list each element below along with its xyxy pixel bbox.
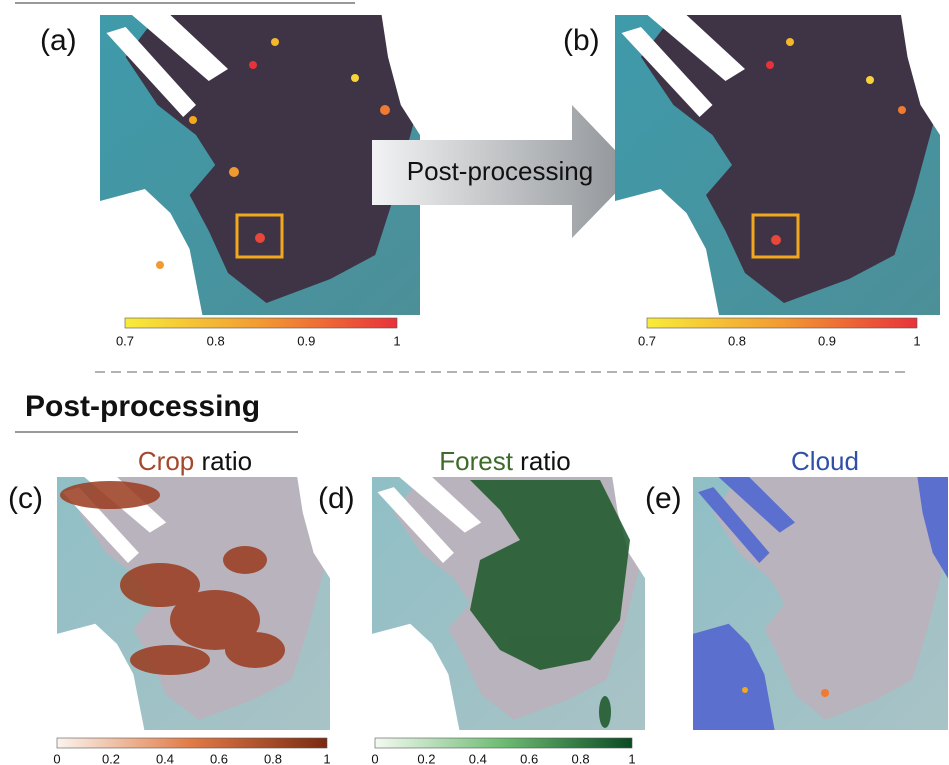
colorbar-tick-label: 1 xyxy=(628,751,635,765)
panel-title: Cloud xyxy=(791,446,859,476)
colorbar-tick-label: 0.6 xyxy=(520,751,538,765)
figure: (a) 0.7 0.8 0.9 1 Post-processing (b) 0.7 0.… xyxy=(0,0,949,765)
title-highlight: Crop xyxy=(138,446,194,476)
title-highlight: Forest xyxy=(439,446,513,476)
colorbar-tick-label: 0.8 xyxy=(728,333,746,348)
colorbar-tick-label: 0.8 xyxy=(207,333,225,348)
colorbar-tick-label: 0.4 xyxy=(469,751,487,765)
panel-label: (e) xyxy=(645,482,682,515)
colorbar-tick-label: 0 xyxy=(371,751,378,765)
colorbar-tick-label: 0 xyxy=(53,751,60,765)
panel-label: (d) xyxy=(318,482,355,515)
colorbar xyxy=(57,738,327,748)
colorbar-tick-label: 1 xyxy=(323,751,330,765)
colorbar-tick-label: 0.8 xyxy=(264,751,282,765)
ratio-map xyxy=(372,477,645,730)
colorbar-tick-label: 0.6 xyxy=(210,751,228,765)
section-title: Post-processing xyxy=(25,390,260,423)
colorbar-tick-label: 0.4 xyxy=(156,751,174,765)
colorbar-tick-label: 0.8 xyxy=(572,751,590,765)
colorbar-tick-label: 1 xyxy=(913,333,920,348)
title-rest: ratio xyxy=(202,446,253,476)
panel-label: (a) xyxy=(40,24,77,57)
arrow-label: Post-processing xyxy=(407,156,593,186)
panel-label: (b) xyxy=(563,24,600,57)
panel-title: Forest ratio xyxy=(439,446,571,476)
colorbar xyxy=(125,318,397,328)
colorbar-tick-label: 0.9 xyxy=(818,333,836,348)
satellite-image xyxy=(615,15,940,315)
ratio-map xyxy=(57,477,330,730)
colorbar-tick-label: 0.9 xyxy=(297,333,315,348)
colorbar xyxy=(375,738,632,748)
panel-title: Crop ratio xyxy=(138,446,252,476)
colorbar-tick-label: 0.7 xyxy=(116,333,134,348)
cloud-map xyxy=(693,477,948,730)
colorbar-tick-label: 0.7 xyxy=(638,333,656,348)
colorbar-tick-label: 1 xyxy=(393,333,400,348)
colorbar xyxy=(647,318,917,328)
title-rest: ratio xyxy=(520,446,571,476)
panel-label: (c) xyxy=(8,482,43,515)
colorbar-tick-label: 0.2 xyxy=(102,751,120,765)
colorbar-tick-label: 0.2 xyxy=(417,751,435,765)
